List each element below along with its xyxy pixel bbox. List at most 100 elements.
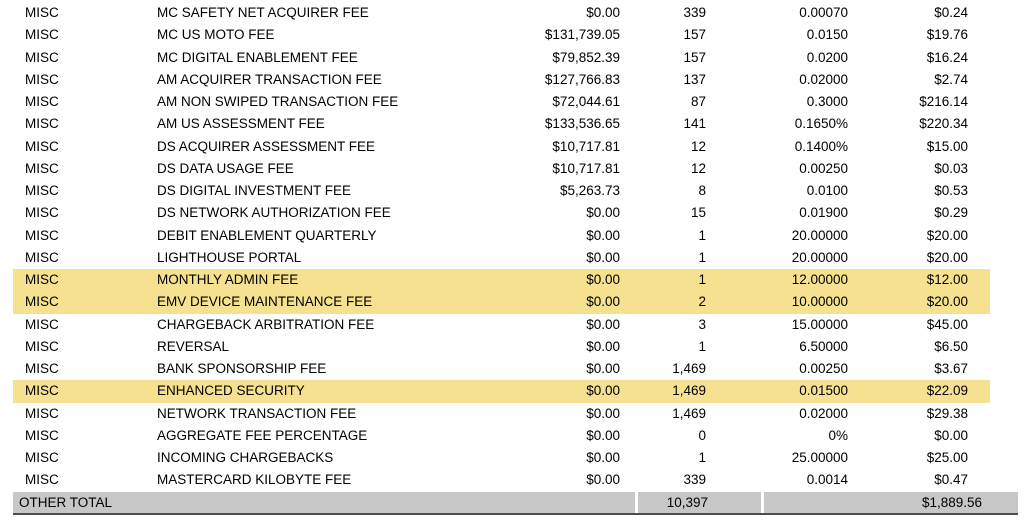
rate-cell: 20.00000 — [791, 249, 848, 265]
category-cell: MISC — [25, 227, 59, 243]
rate-cell: 0.0100 — [806, 183, 848, 198]
description-cell: DS NETWORK AUTHORIZATION FEE — [157, 205, 391, 221]
description-cell: MC DIGITAL ENABLEMENT FEE — [157, 49, 358, 65]
count-cell: 339 — [683, 5, 706, 20]
row-spacer — [968, 291, 990, 313]
amount-cell: $0.00 — [586, 472, 620, 488]
category-cell: MISC — [25, 338, 59, 354]
count-cell: 0 — [698, 427, 706, 443]
count-cell: 157 — [683, 27, 706, 43]
row-spacer — [968, 380, 990, 402]
rate-cell: 0.1400% — [794, 138, 848, 154]
description-cell: DS ACQUIRER ASSESSMENT FEE — [157, 138, 376, 154]
rate-cell: 0.00070 — [799, 5, 848, 20]
amount-cell: $0.00 — [586, 205, 620, 221]
table-row: MISC ENHANCED SECURITY $0.00 1,469 0.015… — [13, 380, 990, 403]
table-row: MISC DEBIT ENABLEMENT QUARTERLY $0.00 1 … — [13, 224, 990, 247]
count-cell: 3 — [698, 316, 706, 332]
table-row: MISC EMV DEVICE MAINTENANCE FEE $0.00 2 … — [13, 291, 990, 314]
category-cell: MISC — [25, 138, 59, 154]
row-spacer — [968, 469, 990, 491]
amount-cell: $131,739.05 — [544, 27, 620, 43]
rate-cell: 12.00000 — [791, 272, 848, 287]
category-cell: MISC — [25, 183, 59, 198]
category-cell: MISC — [25, 294, 59, 310]
row-spacer — [968, 403, 990, 425]
fee-cell: $0.03 — [934, 160, 968, 176]
table-row: MISC DS ACQUIRER ASSESSMENT FEE $10,717.… — [13, 135, 990, 158]
description-cell: MONTHLY ADMIN FEE — [157, 272, 299, 287]
category-cell: MISC — [25, 5, 59, 20]
table-row: MISC LIGHTHOUSE PORTAL $0.00 1 20.00000 … — [13, 246, 990, 269]
count-cell: 2 — [698, 294, 706, 310]
table-row: MISC AGGREGATE FEE PERCENTAGE $0.00 0 0%… — [13, 424, 990, 447]
count-cell: 157 — [683, 49, 706, 65]
rate-cell: 0.01500 — [799, 383, 848, 399]
count-cell: 1,469 — [672, 361, 706, 376]
description-cell: MASTERCARD KILOBYTE FEE — [157, 472, 352, 488]
amount-cell: $0.00 — [586, 249, 620, 265]
table-row: MISC MASTERCARD KILOBYTE FEE $0.00 339 0… — [13, 469, 990, 492]
fee-cell: $0.29 — [934, 205, 968, 221]
amount-cell: $0.00 — [586, 316, 620, 332]
description-cell: DEBIT ENABLEMENT QUARTERLY — [157, 227, 377, 243]
count-cell: 137 — [683, 71, 706, 87]
count-cell: 1 — [698, 249, 706, 265]
row-spacer — [968, 336, 990, 358]
total-cell-divider — [635, 492, 638, 513]
amount-cell: $0.00 — [586, 272, 620, 287]
rate-cell: 10.00000 — [791, 294, 848, 310]
description-cell: INCOMING CHARGEBACKS — [157, 450, 334, 465]
count-cell: 141 — [683, 116, 706, 132]
count-cell: 12 — [690, 160, 706, 176]
rate-cell: 0.0150 — [806, 27, 848, 43]
category-cell: MISC — [25, 405, 59, 421]
fee-cell: $16.24 — [926, 49, 968, 65]
fee-cell: $19.76 — [926, 27, 968, 43]
table-row: MISC BANK SPONSORSHIP FEE $0.00 1,469 0.… — [13, 358, 990, 381]
amount-cell: $5,263.73 — [559, 183, 620, 198]
rate-cell: 0.02000 — [799, 405, 848, 421]
fee-cell: $0.53 — [934, 183, 968, 198]
row-spacer — [968, 91, 990, 113]
table-row: MISC MC SAFETY NET ACQUIRER FEE $0.00 33… — [13, 2, 990, 25]
fee-cell: $29.38 — [926, 405, 968, 421]
category-cell: MISC — [25, 361, 59, 376]
rate-cell: 15.00000 — [791, 316, 848, 332]
count-cell: 339 — [683, 472, 706, 488]
description-cell: AM NON SWIPED TRANSACTION FEE — [157, 94, 399, 109]
amount-cell: $133,536.65 — [544, 116, 620, 132]
category-cell: MISC — [25, 49, 59, 65]
fee-cell: $22.09 — [926, 383, 968, 399]
description-cell: BANK SPONSORSHIP FEE — [157, 361, 327, 376]
fee-cell: $0.47 — [934, 472, 968, 488]
category-cell: MISC — [25, 316, 59, 332]
category-cell: MISC — [25, 116, 59, 132]
description-cell: AM US ASSESSMENT FEE — [157, 116, 325, 132]
amount-cell: $10,717.81 — [552, 138, 620, 154]
fee-cell: $2.74 — [934, 71, 968, 87]
row-spacer — [968, 69, 990, 91]
table-row: MISC MONTHLY ADMIN FEE $0.00 1 12.00000 … — [13, 269, 990, 292]
category-cell: MISC — [25, 383, 59, 399]
amount-cell: $0.00 — [586, 294, 620, 310]
count-cell: 1 — [698, 450, 706, 465]
row-spacer — [968, 47, 990, 69]
amount-cell: $0.00 — [586, 427, 620, 443]
amount-cell: $0.00 — [586, 338, 620, 354]
category-cell: MISC — [25, 249, 59, 265]
row-spacer — [968, 180, 990, 202]
rate-cell: 0.00250 — [799, 361, 848, 376]
table-row: MISC REVERSAL $0.00 1 6.50000 $6.50 — [13, 335, 990, 358]
row-spacer — [968, 2, 990, 24]
row-spacer — [968, 247, 990, 269]
amount-cell: $0.00 — [586, 450, 620, 465]
rate-cell: 6.50000 — [799, 338, 848, 354]
rate-cell: 0.0014 — [806, 472, 848, 488]
table-row: MISC MC DIGITAL ENABLEMENT FEE $79,852.3… — [13, 46, 990, 69]
row-spacer — [968, 314, 990, 336]
description-cell: DS DATA USAGE FEE — [157, 160, 294, 176]
category-cell: MISC — [25, 160, 59, 176]
rate-cell: 0% — [828, 427, 848, 443]
